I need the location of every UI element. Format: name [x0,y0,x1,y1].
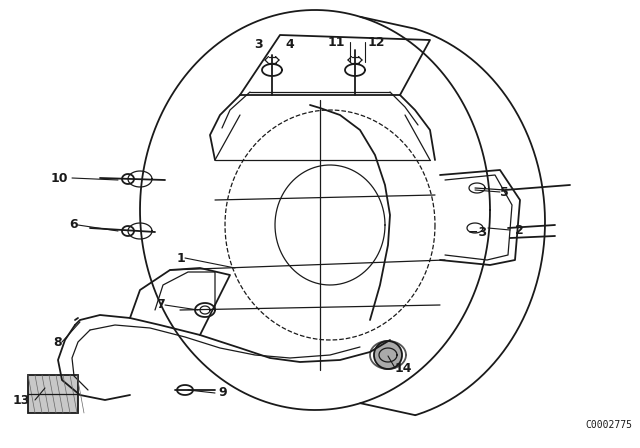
Text: 4: 4 [285,39,294,52]
Text: 5: 5 [500,185,509,198]
Text: 7: 7 [156,298,165,311]
Text: 8: 8 [53,336,62,349]
Text: 3: 3 [254,39,263,52]
Text: 2: 2 [515,224,524,237]
Text: 10: 10 [51,172,68,185]
Text: C0002775: C0002775 [585,420,632,430]
Text: −3: −3 [468,225,492,238]
Circle shape [374,341,402,369]
Text: 14: 14 [395,362,413,375]
Text: 1: 1 [176,251,185,264]
Text: 11: 11 [328,35,345,48]
Text: 9: 9 [218,387,227,400]
Bar [28,375,78,413]
Text: 13: 13 [13,393,30,406]
Text: 12: 12 [368,35,385,48]
Text: 6: 6 [69,219,78,232]
